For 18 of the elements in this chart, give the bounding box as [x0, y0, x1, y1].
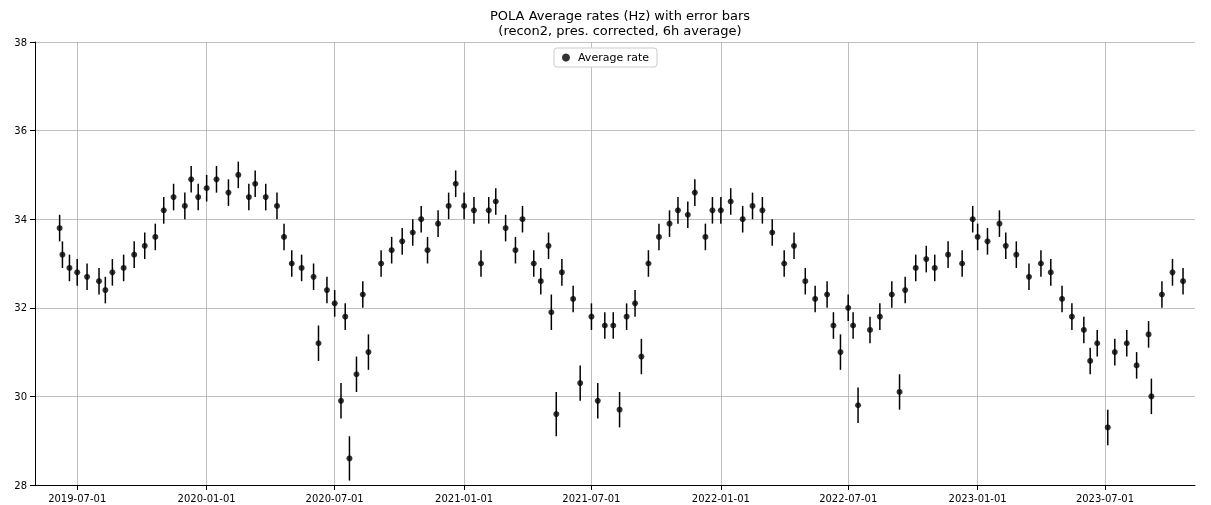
x-tick-label: 2021-01-01 — [435, 492, 494, 504]
x-tick-label: 2023-01-01 — [948, 492, 1007, 504]
y-tick-label: 38 — [14, 36, 27, 48]
y-tick-label: 30 — [14, 390, 27, 402]
x-tick-label: 2022-07-01 — [819, 492, 878, 504]
x-tick-label: 2022-01-01 — [691, 492, 750, 504]
x-tick-label: 2020-07-01 — [305, 492, 364, 504]
y-tick-label: 32 — [14, 302, 27, 314]
y-tick-label: 36 — [14, 125, 27, 137]
chart-title: POLA Average rates (Hz) with error bars — [490, 8, 751, 23]
legend-label: Average rate — [577, 51, 650, 64]
x-tick-label: 2019-07-01 — [48, 492, 107, 504]
y-tick-label: 28 — [14, 479, 27, 491]
x-tick-label: 2021-07-01 — [562, 492, 621, 504]
x-tick-label: 2020-01-01 — [177, 492, 236, 504]
x-tick-label: 2023-07-01 — [1075, 492, 1135, 504]
chart-subtitle: (recon2, pres. corrected, 6h average) — [498, 23, 742, 38]
y-tick-label: 34 — [14, 213, 27, 225]
